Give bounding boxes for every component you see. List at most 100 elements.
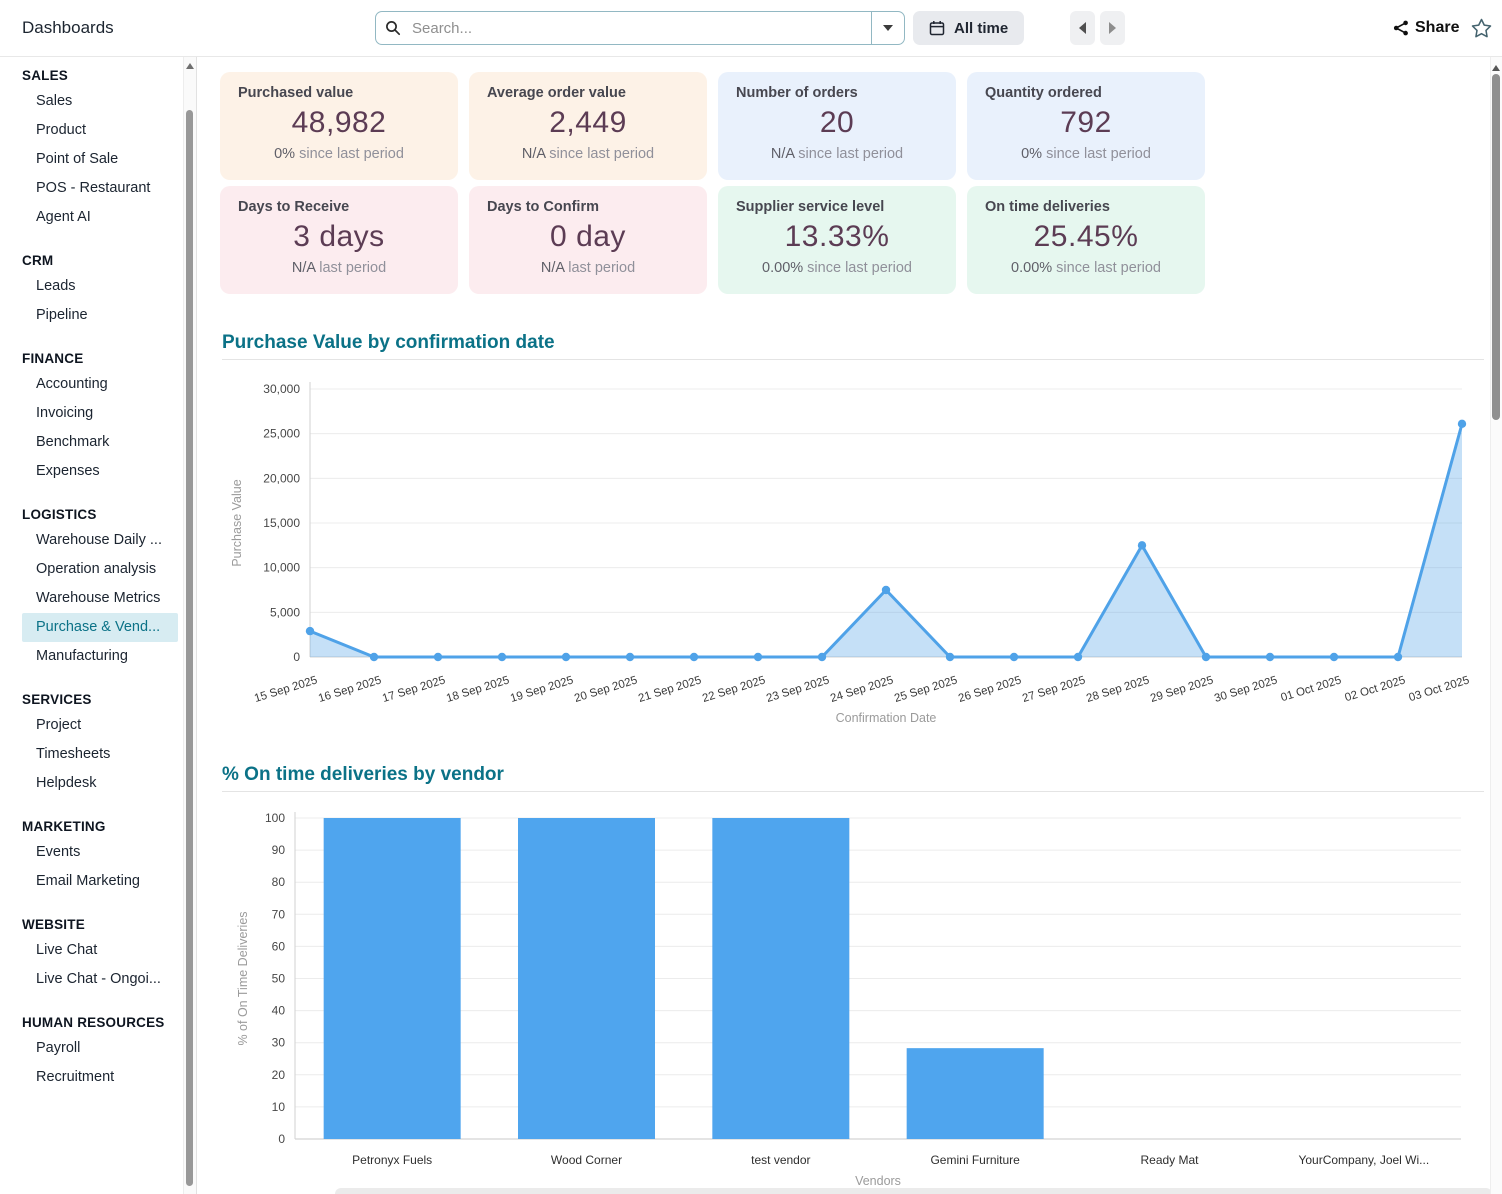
svg-text:0: 0 (293, 650, 300, 664)
bar-petronyx-fuels (324, 818, 461, 1139)
kpi-title: Purchased value (238, 85, 440, 101)
kpi-delta: N/A (771, 146, 794, 162)
kpi-card-on-time-deliveries: On time deliveries25.45%0.00% since last… (967, 186, 1205, 294)
x-tick-label: 23 Sep 2025 (765, 674, 831, 705)
x-tick-label: Gemini Furniture (930, 1153, 1020, 1167)
x-tick-label: 25 Sep 2025 (893, 674, 959, 705)
svg-text:10: 10 (272, 1100, 286, 1114)
kpi-delta-suffix: since last period (295, 146, 404, 162)
bar-wood-corner (518, 818, 655, 1139)
sidebar-item-accounting[interactable]: Accounting (22, 370, 178, 399)
sidebar-item-email-marketing[interactable]: Email Marketing (22, 867, 178, 896)
sidebar-item-pipeline[interactable]: Pipeline (22, 301, 178, 330)
svg-text:90: 90 (272, 843, 286, 857)
next-period-button[interactable] (1100, 11, 1125, 45)
data-point (306, 627, 314, 635)
purchase-value-chart: 05,00010,00015,00020,00025,00030,00015 S… (215, 376, 1485, 738)
kpi-title: Average order value (487, 85, 689, 101)
sidebar-scrollbar[interactable] (183, 56, 196, 1194)
chevron-left-icon (1079, 22, 1086, 34)
data-point (882, 586, 890, 594)
kpi-subtext: 0.00% since last period (985, 260, 1187, 276)
main-scrollbar[interactable] (1490, 56, 1502, 1194)
search-icon (376, 20, 410, 36)
kpi-value: 2,449 (487, 106, 689, 140)
on-time-deliveries-chart: 0102030405060708090100Petronyx FuelsWood… (215, 804, 1485, 1192)
sidebar-item-live-chat-ongoi[interactable]: Live Chat - Ongoi... (22, 965, 178, 994)
x-tick-label: 19 Sep 2025 (509, 674, 575, 705)
sidebar-item-manufacturing[interactable]: Manufacturing (22, 642, 178, 671)
prev-period-button[interactable] (1070, 11, 1095, 45)
x-tick-label: Petronyx Fuels (352, 1153, 432, 1167)
data-point (1266, 653, 1274, 661)
x-tick-label: 18 Sep 2025 (445, 674, 511, 705)
sidebar-item-benchmark[interactable]: Benchmark (22, 428, 178, 457)
sidebar-item-events[interactable]: Events (22, 838, 178, 867)
sidebar-item-payroll[interactable]: Payroll (22, 1034, 178, 1063)
svg-text:20: 20 (272, 1068, 286, 1082)
scroll-up-icon[interactable] (186, 63, 194, 69)
sidebar-item-point-of-sale[interactable]: Point of Sale (22, 145, 178, 174)
sidebar-section-title: MARKETING (0, 819, 196, 838)
kpi-delta-suffix: last period (564, 260, 635, 276)
search-input[interactable] (410, 19, 871, 38)
date-filter-button[interactable]: All time (913, 11, 1024, 45)
share-label: Share (1415, 19, 1459, 37)
kpi-subtext: N/A last period (238, 260, 440, 276)
sidebar-scrollbar-thumb[interactable] (186, 110, 193, 1186)
sidebar-item-purchase-vend[interactable]: Purchase & Vend... (22, 613, 178, 642)
scroll-up-icon[interactable] (1492, 65, 1500, 71)
x-tick-label: 17 Sep 2025 (381, 674, 447, 705)
sidebar-item-product[interactable]: Product (22, 116, 178, 145)
kpi-card-purchased-value: Purchased value 48,982 0% since last perio… (220, 72, 458, 180)
x-tick-label: 29 Sep 2025 (1149, 674, 1215, 705)
data-point (1458, 420, 1466, 428)
kpi-delta: N/A (541, 260, 564, 276)
kpi-value: 48,982 (238, 106, 440, 140)
kpi-subtext: N/A last period (487, 260, 689, 276)
kpi-title: On time deliveries (985, 199, 1187, 215)
kpi-subtext: 0% since last period (238, 146, 440, 162)
svg-text:80: 80 (272, 875, 286, 889)
app-title[interactable]: Dashboards (16, 0, 120, 56)
kpi-card-quantity-ordered: Quantity ordered7920% since last period (967, 72, 1205, 180)
dashboard-main: Purchased value 48,982 0% since last perio… (197, 56, 1502, 1194)
sidebar-item-recruitment[interactable]: Recruitment (22, 1063, 178, 1092)
kpi-title: Number of orders (736, 85, 938, 101)
sidebar-section-crm: CRMLeadsPipeline (0, 253, 196, 330)
svg-text:Vendors: Vendors (855, 1174, 901, 1188)
kpi-card-days-to-confirm: Days to Confirm0 dayN/A last period (469, 186, 707, 294)
sidebar-item-pos-restaurant[interactable]: POS - Restaurant (22, 174, 178, 203)
share-button[interactable]: Share (1387, 0, 1465, 56)
sidebar-item-project[interactable]: Project (22, 711, 178, 740)
x-tick-label: Wood Corner (551, 1153, 622, 1167)
sidebar-item-expenses[interactable]: Expenses (22, 457, 178, 486)
data-point (562, 653, 570, 661)
sidebar-item-operation-analysis[interactable]: Operation analysis (22, 555, 178, 584)
data-point (1138, 541, 1146, 549)
main-scrollbar-thumb[interactable] (1492, 74, 1500, 420)
sidebar-item-leads[interactable]: Leads (22, 272, 178, 301)
search-dropdown-toggle[interactable] (872, 12, 904, 44)
sidebar-item-agent-ai[interactable]: Agent AI (22, 203, 178, 232)
sidebar-item-invoicing[interactable]: Invoicing (22, 399, 178, 428)
kpi-subtext: N/A since last period (487, 146, 689, 162)
sidebar-item-sales[interactable]: Sales (22, 87, 178, 116)
data-point (626, 653, 634, 661)
kpi-delta-suffix: last period (315, 260, 386, 276)
sidebar-section-title: FINANCE (0, 351, 196, 370)
data-point (1074, 653, 1082, 661)
kpi-delta: 0% (1021, 146, 1042, 162)
favorite-star-button[interactable] (1462, 0, 1500, 56)
sidebar-item-live-chat[interactable]: Live Chat (22, 936, 178, 965)
date-filter-label: All time (954, 20, 1008, 37)
kpi-card-supplier-service-level: Supplier service level13.33%0.00% since … (718, 186, 956, 294)
svg-text:60: 60 (272, 939, 286, 953)
sidebar-item-warehouse-daily[interactable]: Warehouse Daily ... (22, 526, 178, 555)
sidebar-item-helpdesk[interactable]: Helpdesk (22, 769, 178, 798)
sidebar-item-timesheets[interactable]: Timesheets (22, 740, 178, 769)
sidebar-item-warehouse-metrics[interactable]: Warehouse Metrics (22, 584, 178, 613)
svg-text:70: 70 (272, 907, 286, 921)
data-point (434, 653, 442, 661)
sidebar-section-title: HUMAN RESOURCES (0, 1015, 196, 1034)
